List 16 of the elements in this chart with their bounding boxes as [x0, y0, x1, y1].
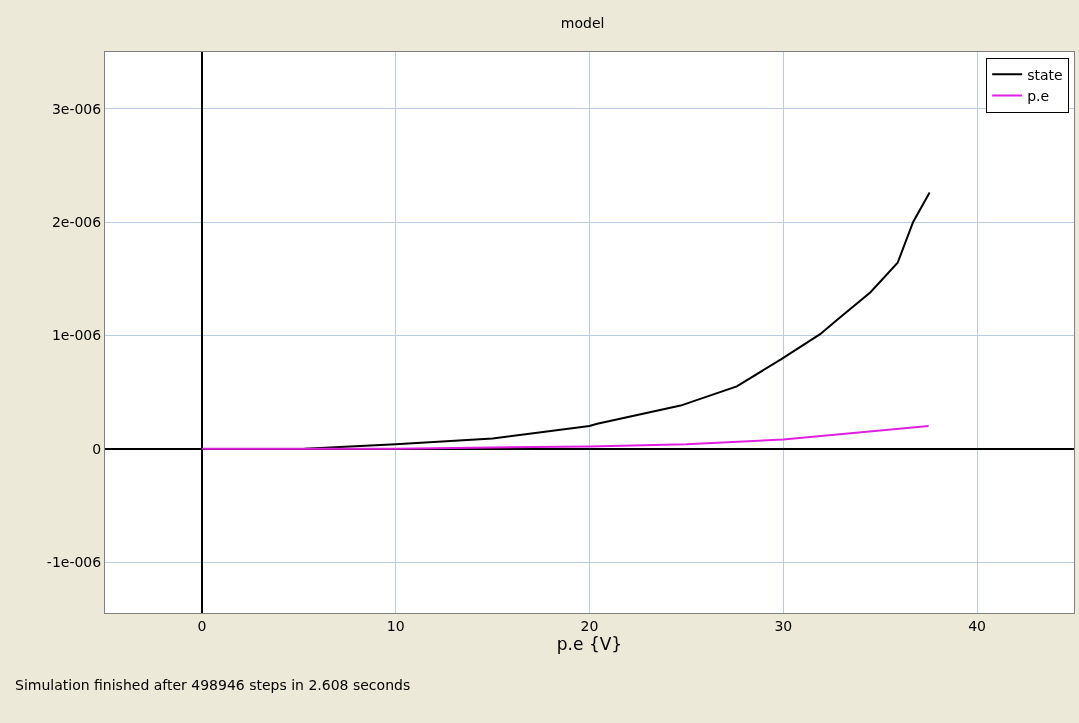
x-axis-title: p.e {V}: [556, 633, 623, 654]
legend-label: p.e: [1027, 87, 1050, 104]
y-tick-label: 3e-006: [51, 100, 102, 117]
y-tick-label: 2e-006: [51, 213, 102, 230]
chart-title: model: [560, 14, 605, 31]
x-tick-label: 20: [580, 617, 599, 634]
y-tick-label: 1e-006: [51, 327, 102, 344]
line-series: [200, 425, 930, 450]
x-tick-label: 0: [197, 617, 207, 634]
x-tick-label: 10: [386, 617, 405, 634]
legend-label: state: [1027, 66, 1063, 83]
text: Simulation finished after 498946 steps in 2.608 seconds: [15, 677, 411, 693]
x-tick-label: 40: [968, 617, 987, 634]
x-tick-label: 30: [774, 617, 793, 634]
y-tick-label: 0: [92, 440, 102, 457]
y-tick-label: -1e-006: [46, 553, 102, 570]
